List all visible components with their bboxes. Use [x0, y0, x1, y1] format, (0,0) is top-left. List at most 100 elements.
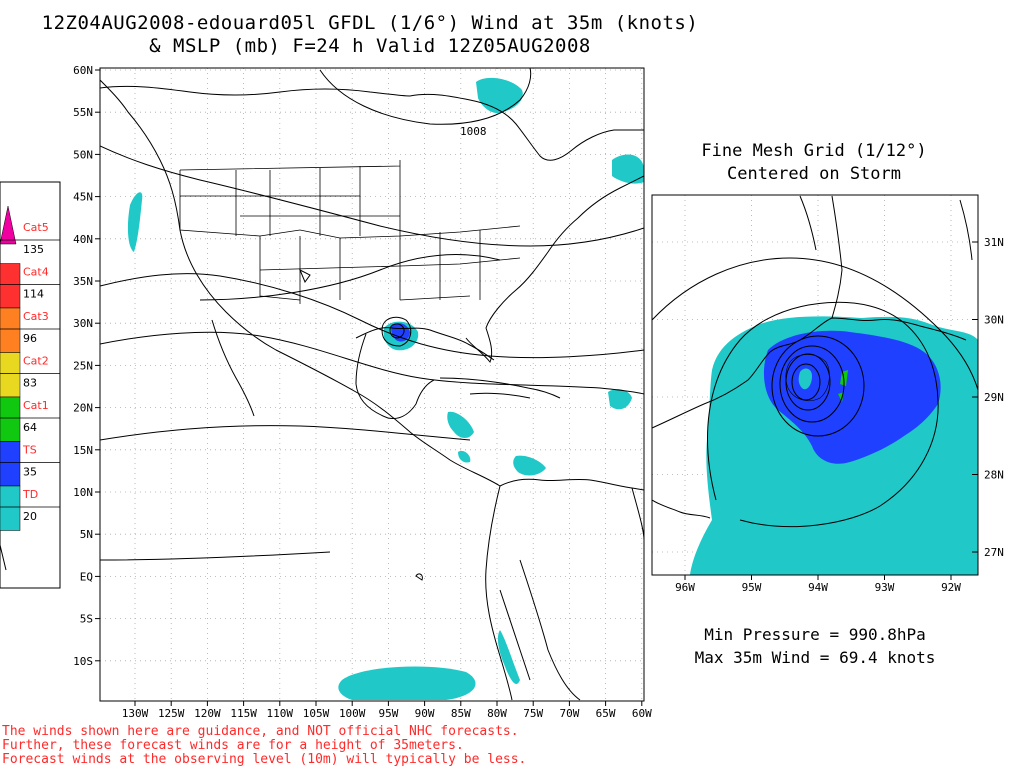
legend-category-label: Cat2 — [23, 355, 49, 368]
fine-mesh-content — [652, 195, 978, 575]
legend-swatch — [0, 396, 21, 442]
main-lon-label: 65W — [596, 707, 616, 720]
fine-lat-label: 27N — [984, 546, 1004, 559]
legend-cat5-arrow — [0, 205, 17, 245]
wind-area-caribbean-south — [513, 455, 546, 476]
main-lon-label: 100W — [339, 707, 366, 720]
legend-item-cat5: Cat5 135 — [0, 221, 60, 256]
main-lat-label: 20N — [73, 402, 93, 415]
main-lat-label: 10S — [73, 655, 93, 668]
main-lat-label: 35N — [73, 275, 93, 288]
legend-item-cat4: Cat4 114 — [0, 263, 60, 309]
main-map-frame — [99, 67, 645, 702]
legend-threshold-value: 114 — [23, 288, 44, 301]
main-lon-label: 105W — [303, 707, 330, 720]
fine-lon-label: 95W — [742, 581, 762, 594]
main-lat-label: 55N — [73, 106, 93, 119]
isobar-label: 1008 — [460, 125, 487, 138]
disclaimer-line3: Forecast winds at the observing level (1… — [2, 752, 527, 767]
main-lat-label: 50N — [73, 148, 93, 161]
fine-lon-label: 93W — [875, 581, 895, 594]
legend-item-cat1: Cat1 64 — [0, 396, 60, 442]
chart-title-line2: & MSLP (mb) F=24 h Valid 12Z05AUG2008 — [149, 35, 591, 57]
main-map: 1008 60N 55N 50N 45N 40N 35N 30N 25N 20N 15N 10N 5N… — [73, 64, 652, 720]
fine-mesh-map: 31N 30N 29N 28N 27N 96W 95W 94W 93W 92W — [651, 194, 1004, 594]
fine-eye — [798, 368, 812, 390]
wind-area-edouard-inner — [391, 323, 410, 342]
legend-swatch — [0, 352, 21, 398]
fine-lon-label: 96W — [675, 581, 695, 594]
legend-category-label: Cat1 — [23, 399, 49, 412]
fine-lon-label: 92W — [941, 581, 961, 594]
legend-threshold-value: 83 — [23, 377, 37, 390]
legend-item-td: TD 20 — [0, 485, 60, 531]
legend-category-label: TD — [22, 488, 38, 501]
legend-swatch — [0, 307, 21, 353]
wind-shading-main — [127, 77, 644, 700]
legend-threshold-value: 64 — [23, 421, 37, 434]
fine-mesh-frame — [651, 194, 979, 576]
legend-pointer — [0, 544, 7, 571]
legend-item-cat3: Cat3 96 — [0, 307, 60, 353]
main-lon-label: 60W — [632, 707, 652, 720]
coastlines-main — [100, 79, 644, 701]
fine-lat-label: 31N — [984, 236, 1004, 249]
fine-mesh-title-line2: Centered on Storm — [727, 164, 901, 184]
legend-threshold-value: 135 — [23, 243, 44, 256]
wind-area-atlantic — [608, 389, 632, 410]
main-lat-label: 10N — [73, 486, 93, 499]
legend-category-label: Cat5 — [23, 221, 49, 234]
disclaimer-line1: The winds shown here are guidance, and N… — [2, 724, 519, 739]
fine-lat-label: 30N — [984, 314, 1004, 327]
main-lat-label: EQ — [80, 570, 93, 583]
main-lon-label: 75W — [523, 707, 543, 720]
main-lat-label: 40N — [73, 233, 93, 246]
main-map-lat-labels: 60N 55N 50N 45N 40N 35N 30N 25N 20N 15N 10N 5N EQ 5S 1… — [73, 64, 100, 668]
main-lon-label: 80W — [487, 707, 507, 720]
wind-area-pacific-nw — [127, 192, 143, 252]
fine-coastline — [652, 195, 973, 519]
wind-legend: Cat5 135 Cat4 114 Cat3 96 Cat2 83 Cat1 64 TS 35 TD 20 — [0, 181, 61, 589]
fine-lat-label: 28N — [984, 469, 1004, 482]
legend-category-label: Cat3 — [23, 310, 49, 323]
fine-lat-label: 29N — [984, 391, 1004, 404]
main-lat-label: 25N — [73, 359, 93, 372]
legend-threshold-value: 20 — [23, 510, 37, 523]
main-lat-label: 60N — [73, 64, 93, 77]
disclaimer-line2: Further, these forecast winds are for a … — [2, 738, 464, 753]
main-map-background — [100, 68, 644, 701]
main-lat-label: 30N — [73, 317, 93, 330]
main-lon-label: 110W — [267, 707, 294, 720]
legend-swatch — [0, 441, 21, 487]
min-pressure-text: Min Pressure = 990.8hPa — [704, 625, 926, 644]
main-lon-label: 120W — [194, 707, 221, 720]
main-lon-label: 85W — [451, 707, 471, 720]
main-map-content — [100, 68, 644, 701]
main-lon-label: 125W — [158, 707, 185, 720]
legend-threshold-value: 96 — [23, 332, 37, 345]
wind-area-hudson — [476, 77, 523, 114]
legend-category-label: Cat4 — [23, 266, 49, 279]
legend-blocks: Cat5 135 Cat4 114 Cat3 96 Cat2 83 Cat1 64 TS 35 TD 20 — [0, 221, 60, 531]
max-wind-text: Max 35m Wind = 69.4 knots — [694, 648, 936, 667]
fine-mesh-title-line1: Fine Mesh Grid (1/12°) — [701, 141, 927, 161]
main-lon-label: 115W — [230, 707, 257, 720]
wind-area-peru-coast — [497, 630, 520, 685]
wind-area-labrador — [612, 154, 644, 184]
main-lat-label: 45N — [73, 191, 93, 204]
fine-isobars — [652, 257, 978, 528]
legend-item-ts: TS 35 — [0, 441, 60, 487]
wind-area-central-america — [458, 450, 471, 463]
legend-threshold-value: 35 — [23, 466, 37, 479]
legend-swatch — [0, 485, 21, 531]
main-lat-label: 15N — [73, 444, 93, 457]
fine-lon-label: 94W — [808, 581, 828, 594]
state-boundaries — [179, 160, 521, 304]
main-lon-label: 95W — [378, 707, 398, 720]
isobars-main — [100, 68, 644, 701]
main-lon-label: 90W — [415, 707, 435, 720]
fine-mesh-lat-labels: 31N 30N 29N 28N 27N — [972, 236, 1004, 559]
legend-item-cat2: Cat2 83 — [0, 352, 60, 398]
main-lat-label: 5N — [80, 528, 93, 541]
legend-swatch — [0, 263, 21, 309]
